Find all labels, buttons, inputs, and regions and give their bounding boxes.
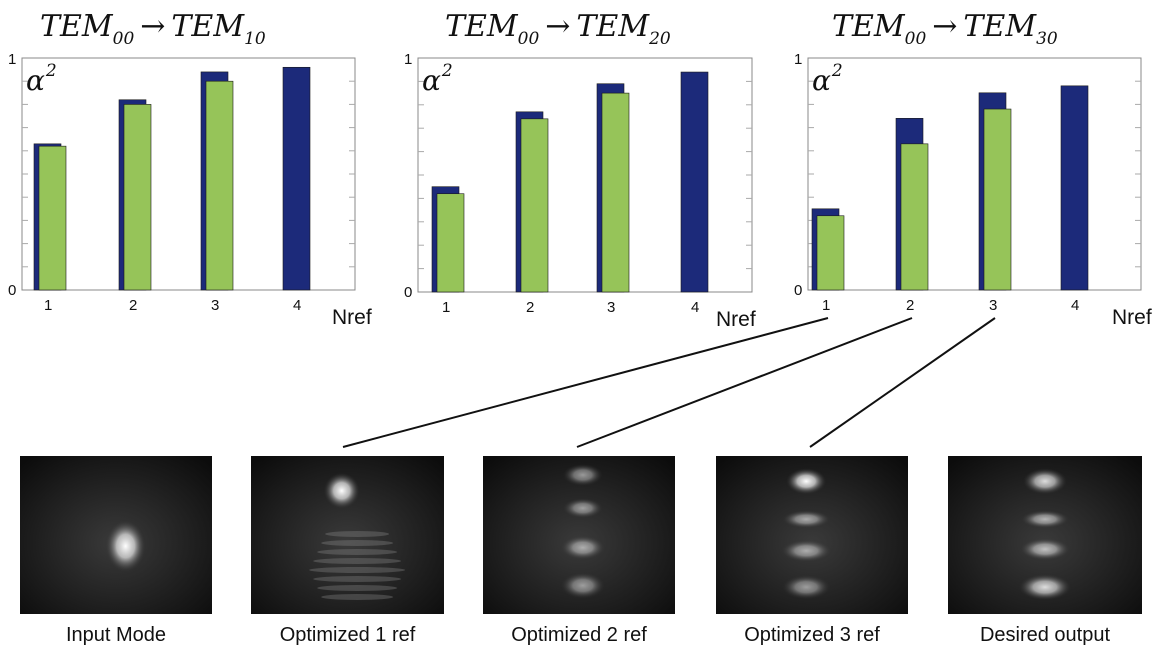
chart-title: TEM00 → TEM30 bbox=[832, 9, 1058, 49]
bar-series2-cat3 bbox=[601, 92, 630, 293]
plot-area bbox=[807, 57, 1142, 291]
bar-series1-cat4 bbox=[282, 66, 311, 291]
bar-series2-cat3 bbox=[205, 80, 234, 291]
beam-image-2 bbox=[251, 456, 444, 614]
x-axis-label: Nref bbox=[716, 308, 756, 331]
fringe-mark bbox=[321, 540, 394, 546]
y-tick-label: 1 bbox=[404, 51, 412, 68]
x-tick-label: 3 bbox=[989, 297, 997, 314]
beam-lobe bbox=[560, 535, 605, 560]
x-tick-label: 1 bbox=[442, 299, 450, 316]
image-caption: Desired output bbox=[979, 624, 1111, 646]
image-caption: Input Mode bbox=[65, 624, 167, 646]
connector-line-1 bbox=[342, 317, 829, 448]
y-tick-label: 0 bbox=[794, 282, 802, 299]
fringe-mark bbox=[309, 567, 406, 573]
connector-lines bbox=[342, 317, 996, 448]
x-tick-label: 2 bbox=[526, 299, 534, 316]
beam-lobe bbox=[105, 520, 146, 573]
x-axis-label: Nref bbox=[1112, 306, 1152, 329]
y-tick-label: 0 bbox=[8, 282, 16, 299]
x-tick-label: 2 bbox=[906, 297, 914, 314]
x-tick-label: 4 bbox=[691, 299, 699, 316]
connector-line-3 bbox=[809, 317, 996, 448]
x-axis-label: Nref bbox=[332, 306, 372, 329]
beam-lobe bbox=[562, 498, 603, 519]
bar-series2-cat2 bbox=[123, 104, 152, 291]
fringe-mark bbox=[325, 531, 390, 537]
chart-title: TEM00 → TEM20 bbox=[445, 9, 671, 49]
beam-lobe bbox=[1023, 468, 1067, 495]
y-axis-label: α2 bbox=[26, 61, 57, 97]
beam-lobe bbox=[782, 575, 831, 600]
beam-image-4 bbox=[716, 456, 908, 614]
beam-lobe bbox=[1021, 510, 1069, 529]
image-caption: Optimized 2 ref bbox=[511, 624, 647, 646]
y-tick-label: 0 bbox=[404, 284, 412, 301]
chart-panel-2: TEM00 → TEM20 1 0 α2 1 2 3 4 Nref bbox=[404, 9, 756, 331]
bar-series2-cat1 bbox=[38, 145, 67, 291]
bar-series2-cat1 bbox=[816, 215, 845, 291]
chart-title: TEM00 → TEM10 bbox=[40, 9, 266, 49]
y-axis-label: α2 bbox=[422, 61, 453, 97]
beam-lobe bbox=[782, 510, 831, 529]
beam-lobe bbox=[1020, 538, 1070, 561]
beam-lobe bbox=[781, 539, 832, 562]
image-caption: Optimized 3 ref bbox=[744, 624, 880, 646]
fringe-mark bbox=[317, 549, 398, 555]
fringe-mark bbox=[321, 594, 394, 600]
x-tick-label: 3 bbox=[211, 297, 219, 314]
image-caption: Optimized 1 ref bbox=[279, 624, 416, 646]
y-axis-label: α2 bbox=[812, 61, 843, 97]
beam-lobe bbox=[786, 468, 827, 495]
bar-series2-cat2 bbox=[900, 143, 929, 291]
beam-image-1 bbox=[20, 456, 212, 614]
x-tick-label: 3 bbox=[607, 299, 615, 316]
x-tick-label: 4 bbox=[293, 297, 301, 314]
connector-line-2 bbox=[576, 317, 913, 448]
beam-image-3 bbox=[483, 456, 675, 614]
x-tick-label: 1 bbox=[44, 297, 52, 314]
x-tick-label: 1 bbox=[822, 297, 830, 314]
y-tick-label: 1 bbox=[794, 51, 802, 68]
x-tick-label: 4 bbox=[1071, 297, 1079, 314]
bar-series2-cat3 bbox=[983, 108, 1012, 291]
beam-lobe bbox=[560, 572, 605, 599]
fringe-mark bbox=[313, 576, 402, 582]
y-tick-label: 1 bbox=[8, 51, 16, 68]
bar-series2-cat1 bbox=[436, 193, 465, 293]
bar-series1-cat4 bbox=[1060, 85, 1089, 291]
chart-panel-3: TEM00 → TEM30 1 0 α2 1 2 3 4 Nref bbox=[794, 9, 1152, 329]
bar-series2-cat2 bbox=[520, 118, 549, 293]
beam-lobe bbox=[562, 463, 603, 486]
x-tick-label: 2 bbox=[129, 297, 137, 314]
chart-panel-1: TEM00 → TEM10 1 0 α2 1 2 3 4 Nref bbox=[8, 9, 372, 329]
charts-group: TEM00 → TEM10 1 0 α2 1 2 3 4 Nref TEM00 → TEM20 1 0 α2 1 2… bbox=[8, 9, 1152, 331]
beam-lobe bbox=[1019, 574, 1071, 601]
beam-image-5 bbox=[948, 456, 1142, 614]
bar-series1-cat4 bbox=[680, 71, 709, 293]
beam-lobe bbox=[323, 472, 360, 509]
fringe-mark bbox=[313, 558, 402, 564]
fringe-mark bbox=[317, 585, 398, 591]
